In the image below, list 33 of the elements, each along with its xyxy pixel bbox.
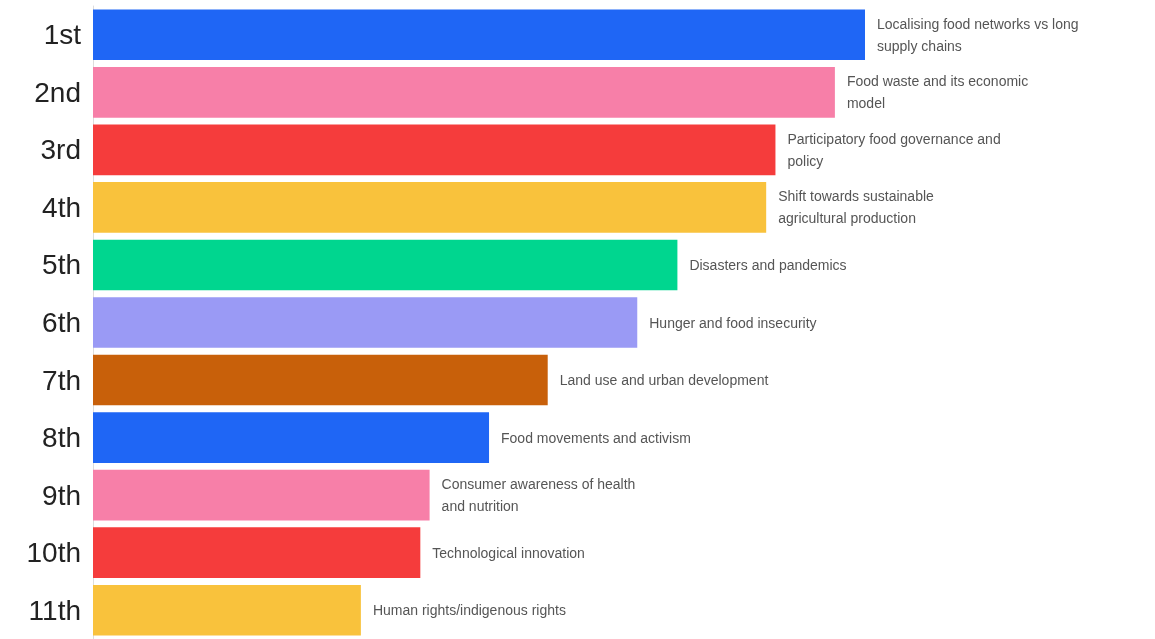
bar bbox=[93, 239, 678, 291]
y-tick-label: 2nd bbox=[34, 76, 81, 108]
bar bbox=[93, 67, 835, 118]
bar bbox=[93, 527, 421, 578]
annotation: Land use and urban development bbox=[559, 372, 769, 389]
bar bbox=[93, 124, 776, 176]
bar bbox=[93, 297, 638, 348]
annotation: Human rights/indigenous rights bbox=[372, 602, 566, 619]
bar bbox=[93, 9, 865, 61]
annotation: Shift towards sustainable agricultural production bbox=[778, 188, 938, 227]
y-tick-label: 9th bbox=[42, 479, 81, 511]
y-tick-label: 3rd bbox=[40, 134, 81, 166]
bar bbox=[93, 412, 490, 463]
y-tick-label: 6th bbox=[42, 307, 81, 338]
annotation: Hunger and food insecurity bbox=[649, 314, 817, 331]
bar bbox=[93, 354, 548, 406]
y-tick-label: 7th bbox=[42, 364, 81, 396]
annotation: Disasters and pandemics bbox=[689, 256, 847, 273]
annotation: Food movements and activism bbox=[501, 429, 691, 446]
annotation: Participatory food governance and policy bbox=[787, 130, 1005, 169]
annotation: Technological innovation bbox=[432, 544, 585, 561]
annotation: Consumer awareness of health and nutrition bbox=[441, 476, 640, 515]
bar bbox=[93, 469, 430, 521]
y-tick-label: 8th bbox=[42, 422, 81, 454]
text: Localising food networks vs long supply chains bbox=[877, 15, 1083, 54]
y-tick-label: 5th bbox=[42, 249, 81, 281]
y-tick-label: 1st bbox=[43, 19, 82, 51]
bar bbox=[93, 584, 361, 636]
bar bbox=[93, 182, 767, 233]
y-tick-label: 10th bbox=[26, 537, 81, 569]
annotation: Food waste and its economic model bbox=[846, 73, 1033, 112]
y-tick-label: 11th bbox=[28, 594, 81, 626]
y-tick-label: 4th bbox=[42, 191, 81, 223]
